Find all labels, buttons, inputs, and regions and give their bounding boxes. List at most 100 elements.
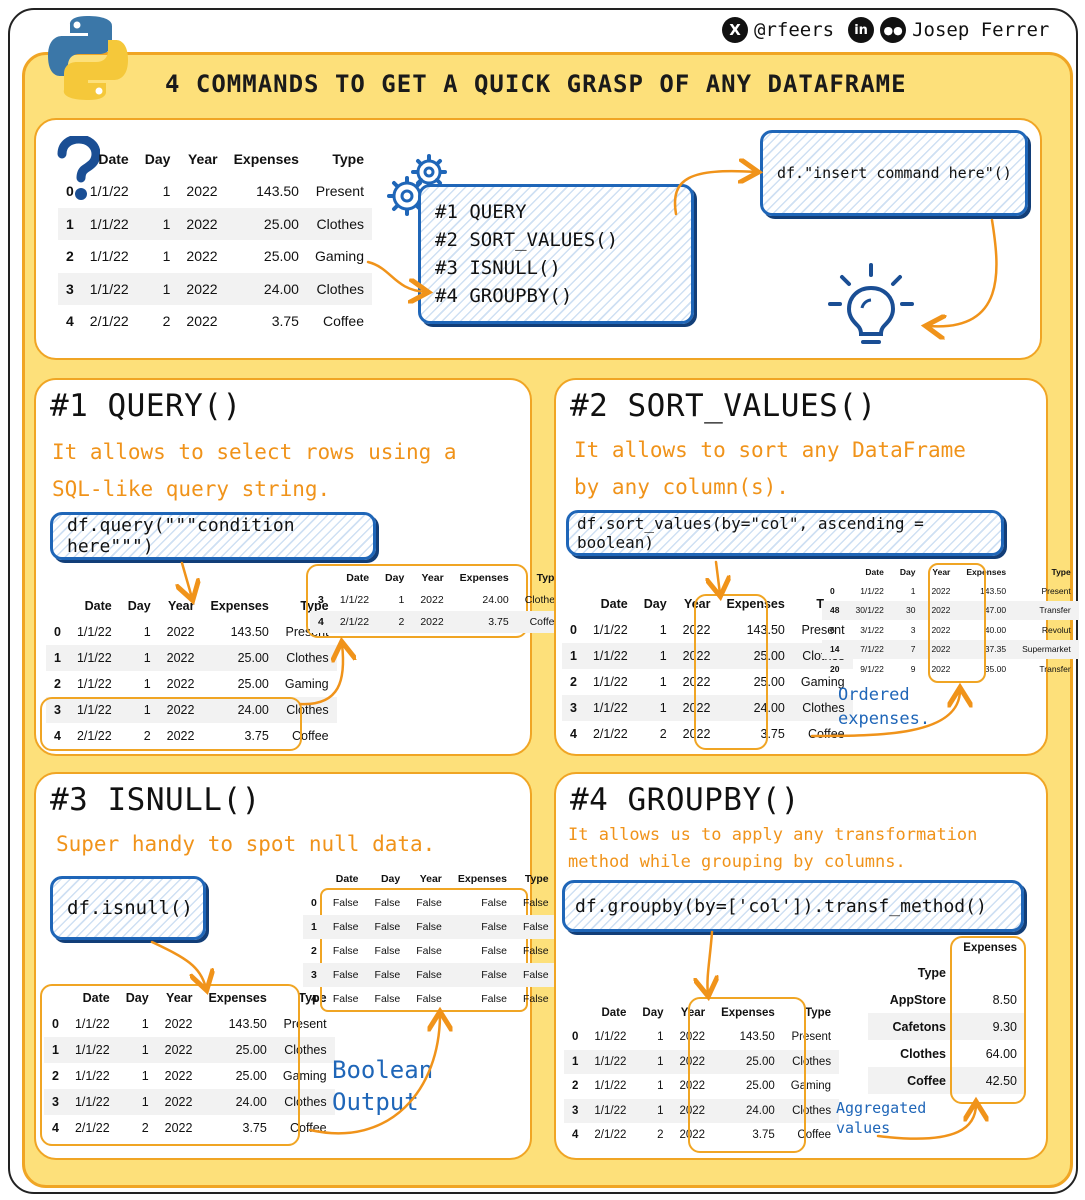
isnull-title: #3 ISNULL(): [50, 782, 261, 818]
isnull-result-highlight: [320, 888, 528, 1012]
command-item: #1 QUERY: [435, 201, 527, 223]
arrow: [182, 561, 192, 598]
table-row: 0 1/1/22 1 2022 143.50 Present: [830, 585, 1071, 596]
sort-description: It allows to sort any DataFrame by any c…: [574, 438, 966, 499]
table-row: 2 1/1/22 1 2022 25.00 Gaming: [572, 1080, 832, 1093]
table-row: 0 1/1/22 1 2022 143.50 Present: [66, 183, 364, 200]
table-row: 1 False False False False False: [303, 915, 557, 939]
command-item: #2 SORT_VALUES(): [435, 229, 619, 251]
intro-table: Date Day Year Expenses Type 0 1/1/22 1 2022 143.…: [58, 143, 372, 338]
groupby-result-table: Expenses Type AppStore 8.50 Cafetons 9.30 …: [868, 936, 1025, 1094]
groupby-title: #4 GROUPBY(): [570, 782, 800, 818]
social-bar: X @rfeers in ●● Josep Ferrer: [722, 14, 1062, 46]
query-input-table: Date Day Year Expenses Type 0 1/1/22 1 2022 143.…: [46, 593, 337, 749]
python-logo: [48, 16, 128, 100]
arrow: [673, 171, 756, 216]
query-title: #1 QUERY(): [50, 388, 242, 424]
table-row: 3 False False False False False: [303, 963, 557, 987]
arrow: [707, 930, 712, 994]
table-row: Clothes 64.00: [900, 1046, 1017, 1061]
isnull-command-box: df.isnull(): [50, 876, 206, 940]
table-row: 3 1/1/22 1 2022 24.00 Clothes: [562, 695, 853, 721]
table-row: 0 1/1/22 1 2022 143.50 Present: [54, 625, 329, 639]
arrow: [308, 1014, 440, 1135]
table-row: 2 1/1/22 1 2022 25.00 Gaming: [66, 248, 364, 265]
table-row: 0 1/1/22 1 2022 143.50 Present: [52, 1017, 327, 1031]
table-row: 4 2/1/22 2 2022 3.75 Coffee: [54, 729, 329, 743]
groupby-input-table: Date Day Year Expenses Type 0 1/1/22 1 2022 143.…: [564, 1001, 840, 1148]
table-row: 2 1/1/22 1 2022 25.00 Gaming: [54, 677, 329, 691]
table-row: 3 1/1/22 1 2022 24.00 Clothes: [58, 272, 372, 305]
page-title: 4 COMMANDS TO GET A QUICK GRASP OF ANY D…: [165, 70, 907, 98]
query-panel: [34, 378, 532, 756]
table-row: 0 1/1/22 1 2022 143.50 Present: [570, 623, 845, 637]
template-command-box: df."insert command here"(): [760, 130, 1028, 216]
table-row: 4 2/1/22 2 2022 3.75 Coffee: [570, 727, 845, 741]
table-row: 4 False False False False False: [311, 993, 549, 1005]
question-icon: [57, 136, 100, 200]
arrow: [150, 940, 206, 988]
table-row: 3 1/1/22 1 2022 24.00 Clothes: [44, 1089, 335, 1115]
table-row: 14 7/1/22 7 2022 37.35 Supermarket: [822, 639, 1079, 659]
command-item: #4 GROUPBY(): [435, 285, 573, 307]
sort-title: #2 SORT_VALUES(): [570, 388, 877, 424]
arrow: [928, 218, 998, 326]
command-item: #3 ISNULL(): [435, 257, 561, 279]
isnull-input-table: Date Day Year Expenses Type 0 1/1/22 1 2022 143.…: [44, 985, 335, 1141]
isnull-description: Super handy to spot null data.: [56, 832, 436, 856]
table-row: 0 False False False False False: [311, 897, 549, 909]
groupby-description: It allows us to apply any transformation…: [568, 825, 978, 872]
table-row: 2 False False False False False: [311, 945, 549, 957]
table-row: 6 3/1/22 3 2022 40.00 Revolut: [830, 624, 1071, 635]
query-command: df.query("""condition here"""): [67, 515, 295, 557]
lightbulb-icon: [828, 263, 914, 344]
arrow: [298, 644, 343, 706]
arrow: [716, 560, 720, 594]
sort-result-table: Date Day Year Expenses Type 0 1/1/22 1 2022 143.…: [822, 563, 1079, 679]
table-row: 3 1/1/22 1 2022 24.00 Clothes: [564, 1098, 840, 1123]
sort-command-box: df.sort_values(by="col", ascending = boo…: [566, 510, 1004, 556]
query-description: It allows to select rows using a SQL-lik…: [52, 440, 457, 501]
arrow: [810, 690, 960, 738]
table-row: 48 30/1/22 30 2022 47.00 Transfer: [822, 600, 1079, 620]
sort-result-highlight: [928, 563, 986, 683]
query-result-table: Date Day Year Expenses Type 3 1/1/22 1 2022 24.0…: [310, 567, 569, 633]
query-highlight: [40, 697, 302, 751]
query-result-frame: [306, 564, 528, 638]
template-command: df."insert command here"(): [777, 164, 1012, 182]
table-row: 3 1/1/22 1 2022 24.00 Clothes: [318, 594, 561, 606]
isnull-result-table: Date Day Year Expenses Type 0 False False False…: [303, 867, 557, 1011]
groupby-note: Aggregated values: [836, 1099, 927, 1137]
author-name: Josep Ferrer: [912, 19, 1050, 41]
table-row: 3 1/1/22 1 2022 24.00 Clothes: [46, 697, 337, 723]
table-row: 2 1/1/22 1 2022 25.00 Gaming: [570, 675, 845, 689]
isnull-command: df.isnull(): [67, 897, 193, 919]
table-row: Coffee 42.50: [868, 1067, 1025, 1094]
groupby-input-highlight: [688, 997, 806, 1153]
arrow: [876, 1104, 976, 1140]
twitter-handle: @rfeers: [754, 19, 835, 41]
isnull-note: Boolean Output: [332, 1056, 434, 1116]
isnull-input-highlight: [40, 984, 300, 1146]
table-row: Cafetons 9.30: [868, 1013, 1025, 1040]
linkedin-icon: in: [848, 17, 875, 43]
medium-icon: ●●: [880, 17, 907, 43]
groupby-panel: [554, 772, 1048, 1160]
arrow: [366, 260, 426, 292]
table-row: 4 2/1/22 2 2022 3.75 Coffee: [66, 313, 364, 330]
table-row: 20 9/1/22 9 2022 35.00 Transfer: [830, 663, 1071, 674]
table-row: 2 1/1/22 1 2022 25.00 Gaming: [52, 1069, 327, 1083]
query-command-box: df.query("""condition here"""): [50, 512, 376, 560]
table-row: 0 1/1/22 1 2022 143.50 Present: [572, 1031, 832, 1044]
gears-icon: [387, 154, 447, 216]
table-row: AppStore 8.50: [889, 992, 1017, 1007]
sort-command: df.sort_values(by="col", ascending = boo…: [577, 514, 924, 552]
x-icon: X: [722, 17, 748, 43]
